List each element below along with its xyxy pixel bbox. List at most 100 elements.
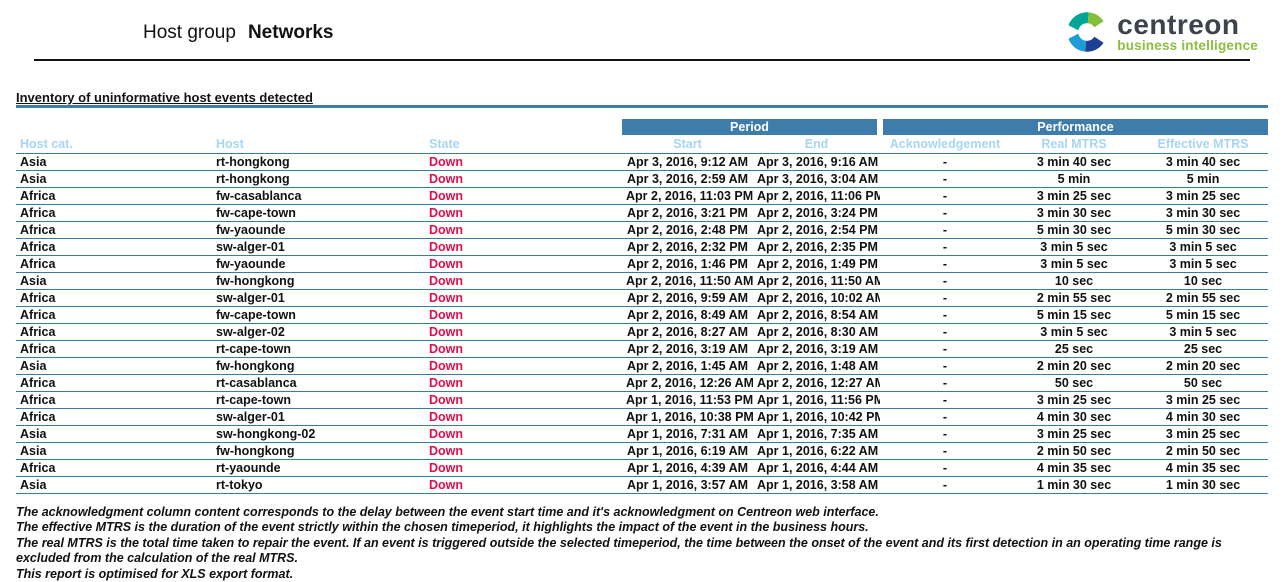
cell-start: Apr 1, 2016, 3:57 AM — [622, 476, 753, 494]
cell-effective-mtrs: 3 min 25 sec — [1138, 391, 1269, 409]
cell-state: Down — [425, 289, 622, 307]
centreon-logo-icon — [1066, 12, 1104, 52]
cell-effective-mtrs: 5 min 30 sec — [1138, 221, 1269, 239]
cell-real-mtrs: 3 min 30 sec — [1010, 204, 1138, 222]
cell-state: Down — [425, 306, 622, 324]
cell-end: Apr 1, 2016, 3:58 AM — [753, 476, 880, 494]
cell-effective-mtrs: 5 min 15 sec — [1138, 306, 1269, 324]
cell-real-mtrs: 3 min 5 sec — [1010, 255, 1138, 273]
cell-state: Down — [425, 442, 622, 460]
period-group-header: Period — [622, 119, 883, 135]
cell-start: Apr 2, 2016, 2:48 PM — [622, 221, 753, 239]
cell-real-mtrs: 5 min 30 sec — [1010, 221, 1138, 239]
cell-host: fw-casablanca — [212, 187, 425, 205]
cell-start: Apr 1, 2016, 11:53 PM — [622, 391, 753, 409]
cell-effective-mtrs: 3 min 25 sec — [1138, 425, 1269, 443]
cell-acknowledgement: - — [880, 357, 1010, 375]
table-row: Africa fw-yaounde Down Apr 2, 2016, 1:46 PM… — [16, 255, 1269, 273]
cell-start: Apr 2, 2016, 12:26 AM — [622, 374, 753, 392]
centreon-logo-text: centreon business intelligence — [1117, 10, 1258, 53]
column-header-row: Host cat. Host State Start End Acknowled… — [16, 135, 1269, 154]
cell-state: Down — [425, 221, 622, 239]
cell-acknowledgement: - — [880, 408, 1010, 426]
cell-end: Apr 2, 2016, 2:35 PM — [753, 238, 880, 256]
cell-real-mtrs: 5 min 15 sec — [1010, 306, 1138, 324]
table-row: Africa fw-yaounde Down Apr 2, 2016, 2:48 PM… — [16, 221, 1269, 239]
cell-host-cat: Africa — [16, 187, 212, 205]
table-row: Africa sw-alger-01 Down Apr 1, 2016, 10:38 … — [16, 408, 1269, 426]
cell-acknowledgement: - — [880, 476, 1010, 494]
col-header-acknowledgement: Acknowledgement — [880, 135, 1010, 154]
cell-real-mtrs: 25 sec — [1010, 340, 1138, 358]
cell-real-mtrs: 4 min 30 sec — [1010, 408, 1138, 426]
cell-host-cat: Africa — [16, 221, 212, 239]
cell-host-cat: Africa — [16, 323, 212, 341]
cell-host-cat: Africa — [16, 204, 212, 222]
centreon-tagline: business intelligence — [1117, 37, 1258, 53]
table-body: Asia rt-hongkong Down Apr 3, 2016, 9:12 AM A… — [16, 153, 1269, 494]
cell-host-cat: Africa — [16, 408, 212, 426]
performance-group-header: Performance — [880, 119, 1269, 135]
footnotes: The acknowledgment column content corres… — [16, 505, 1272, 582]
cell-host: fw-hongkong — [212, 272, 425, 290]
footnote-effective-mtrs: The effective MTRS is the duration of th… — [16, 520, 869, 535]
table-row: Africa sw-alger-01 Down Apr 2, 2016, 9:59 A… — [16, 289, 1269, 307]
cell-host-cat: Africa — [16, 340, 212, 358]
cell-real-mtrs: 3 min 40 sec — [1010, 153, 1138, 171]
cell-end: Apr 2, 2016, 8:30 AM — [753, 323, 880, 341]
footnote-xls-export: This report is optimised for XLS export … — [16, 566, 294, 581]
cell-acknowledgement: - — [880, 272, 1010, 290]
cell-end: Apr 2, 2016, 8:54 AM — [753, 306, 880, 324]
cell-start: Apr 2, 2016, 1:45 AM — [622, 357, 753, 375]
col-header-host: Host — [212, 135, 425, 154]
footnote-real-mtrs: The real MTRS is the total time taken to… — [16, 535, 1222, 566]
table-row: Asia rt-hongkong Down Apr 3, 2016, 2:59 AM A… — [16, 170, 1269, 188]
cell-state: Down — [425, 374, 622, 392]
cell-host-cat: Asia — [16, 476, 212, 494]
cell-end: Apr 2, 2016, 10:02 AM — [753, 289, 880, 307]
cell-effective-mtrs: 3 min 5 sec — [1138, 255, 1269, 273]
cell-end: Apr 2, 2016, 1:49 PM — [753, 255, 880, 273]
cell-real-mtrs: 5 min — [1010, 170, 1138, 188]
col-header-real-mtrs: Real MTRS — [1010, 135, 1138, 154]
cell-effective-mtrs: 3 min 30 sec — [1138, 204, 1269, 222]
cell-real-mtrs: 2 min 50 sec — [1010, 442, 1138, 460]
cell-effective-mtrs: 2 min 55 sec — [1138, 289, 1269, 307]
cell-state: Down — [425, 255, 622, 273]
cell-host: rt-cape-town — [212, 391, 425, 409]
cell-start: Apr 1, 2016, 4:39 AM — [622, 459, 753, 477]
cell-host-cat: Asia — [16, 442, 212, 460]
cell-state: Down — [425, 476, 622, 494]
cell-host-cat: Asia — [16, 170, 212, 188]
host-events-table: Period Performance Host cat. Host State … — [16, 119, 1269, 494]
table-row: Africa rt-cape-town Down Apr 1, 2016, 11:53… — [16, 391, 1269, 409]
cell-end: Apr 1, 2016, 7:35 AM — [753, 425, 880, 443]
cell-state: Down — [425, 204, 622, 222]
cell-effective-mtrs: 50 sec — [1138, 374, 1269, 392]
cell-acknowledgement: - — [880, 238, 1010, 256]
cell-state: Down — [425, 272, 622, 290]
cell-effective-mtrs: 4 min 35 sec — [1138, 459, 1269, 477]
cell-state: Down — [425, 153, 622, 171]
cell-end: Apr 1, 2016, 11:56 PM — [753, 391, 880, 409]
table-row: Africa sw-alger-02 Down Apr 2, 2016, 8:27 A… — [16, 323, 1269, 341]
cell-start: Apr 3, 2016, 9:12 AM — [622, 153, 753, 171]
cell-host: fw-yaounde — [212, 221, 425, 239]
centreon-logo: centreon business intelligence — [1066, 10, 1258, 54]
cell-end: Apr 2, 2016, 3:24 PM — [753, 204, 880, 222]
cell-end: Apr 2, 2016, 11:50 AM — [753, 272, 880, 290]
col-header-state: State — [425, 135, 622, 154]
cell-effective-mtrs: 25 sec — [1138, 340, 1269, 358]
cell-state: Down — [425, 187, 622, 205]
cell-state: Down — [425, 170, 622, 188]
cell-host-cat: Africa — [16, 255, 212, 273]
cell-host: sw-alger-02 — [212, 323, 425, 341]
cell-acknowledgement: - — [880, 255, 1010, 273]
table-row: Africa rt-casablanca Down Apr 2, 2016, 12:2… — [16, 374, 1269, 392]
group-header-row: Period Performance — [16, 119, 1269, 135]
cell-effective-mtrs: 10 sec — [1138, 272, 1269, 290]
cell-real-mtrs: 3 min 5 sec — [1010, 323, 1138, 341]
cell-state: Down — [425, 238, 622, 256]
col-header-start: Start — [622, 135, 753, 154]
cell-acknowledgement: - — [880, 442, 1010, 460]
